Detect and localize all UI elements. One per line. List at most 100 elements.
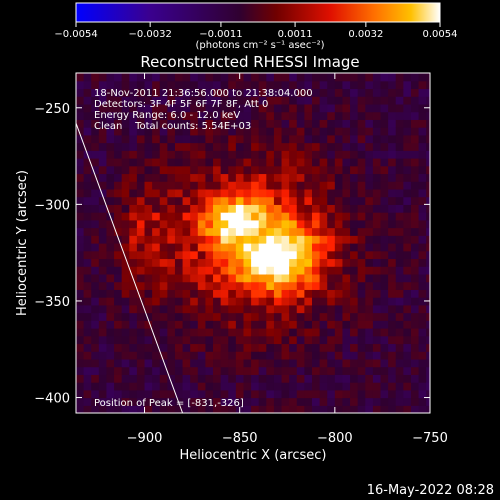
heatmap-cell [98,127,108,136]
heatmap-cell [380,134,389,144]
heatmap-cell [304,366,313,375]
heatmap-cell [159,374,168,383]
heatmap-cell [380,188,389,198]
heatmap-cell [380,328,389,337]
heatmap-cell [418,328,427,337]
heatmap-cell [319,212,328,221]
heatmap-cell [334,188,344,198]
heatmap-cell [91,196,100,205]
heatmap-cell [98,320,108,329]
heatmap-cell [327,266,336,275]
heatmap-cell [243,328,252,337]
heatmap-cell [121,96,130,105]
heatmap-cell [258,204,267,213]
heatmap-cell [281,258,290,267]
heatmap-cell [91,374,100,383]
heatmap-cell [410,281,420,290]
heatmap-cell [106,312,115,321]
heatmap-cell [403,397,412,406]
heatmap-cell [213,405,222,413]
heatmap-cell [296,382,305,391]
heatmap-cell [350,227,359,236]
heatmap-cell [266,320,275,329]
heatmap-cell [258,173,267,182]
heatmap-cell [213,297,222,306]
heatmap-cell [380,366,389,375]
heatmap-cell [197,88,207,97]
heatmap-cell [319,96,328,105]
heatmap-cell [312,250,321,260]
heatmap-cell [159,312,168,321]
heatmap-cell [380,343,389,352]
heatmap-cell [213,312,222,321]
heatmap-cell [114,320,123,329]
heatmap-cell [251,142,260,151]
heatmap-cell [98,358,108,368]
heatmap-cell [251,103,260,113]
heatmap-cell [121,142,130,151]
heatmap-cell [228,188,237,198]
heatmap-cell [98,111,108,120]
heatmap-cell [289,173,298,182]
heatmap-cell [83,142,92,151]
heatmap-cell [289,389,298,399]
heatmap-cell [342,273,351,283]
heatmap-cell [190,227,199,236]
heatmap-cell [114,80,123,90]
heatmap-cell [121,351,130,360]
heatmap-cell [319,258,328,267]
heatmap-cell [98,289,108,298]
heatmap-cell [304,266,313,275]
heatmap-cell [152,258,161,267]
heatmap-cell [243,258,252,267]
heatmap-cell [403,374,412,383]
heatmap-cell [190,73,199,82]
heatmap-cell [304,150,313,159]
heatmap-cell [372,134,382,144]
heatmap-cell [205,204,214,213]
heatmap-cell [410,204,420,213]
heatmap-cell [372,80,382,90]
heatmap-cell [372,351,382,360]
heatmap-cell [228,80,237,90]
heatmap-cell [258,127,267,136]
heatmap-cell [357,212,366,221]
heatmap-cell [213,150,222,159]
heatmap-cell [152,389,161,399]
heatmap-cell [319,358,328,368]
heatmap-cell [114,366,123,375]
heatmap-cell [106,320,115,329]
heatmap-cell [380,351,389,360]
heatmap-cell [174,88,184,97]
heatmap-cell [395,397,404,406]
heatmap-cell [213,374,222,383]
heatmap-cell [334,250,344,260]
heatmap-cell [235,312,245,321]
heatmap-cell [98,258,108,267]
heatmap-cell [228,96,237,105]
heatmap-cell [418,297,427,306]
heatmap-cell [136,304,146,314]
heatmap-cell [380,219,389,229]
heatmap-cell [312,281,321,290]
heatmap-cell [197,127,207,136]
heatmap-cell [213,304,222,314]
heatmap-cell [372,127,382,136]
heatmap-cell [205,312,214,321]
heatmap-cell [205,281,214,290]
heatmap-cell [159,343,168,352]
heatmap-cell [403,297,412,306]
heatmap-cell [372,335,382,345]
heatmap-cell [357,134,366,144]
heatmap-cell [304,258,313,267]
heatmap-cell [342,173,351,182]
heatmap-cell [426,150,430,159]
heatmap-cell [258,258,267,267]
heatmap-cell [136,243,146,252]
heatmap-cell [410,366,420,375]
heatmap-cell [365,343,374,352]
heatmap-cell [98,273,108,283]
heatmap-cell [129,243,138,252]
heatmap-cell [235,320,245,329]
heatmap-cell [251,119,260,128]
